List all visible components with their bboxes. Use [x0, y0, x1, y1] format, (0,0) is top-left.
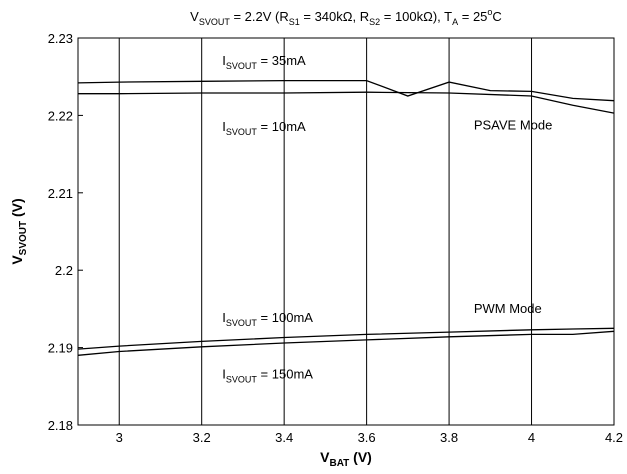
annotation-i10: ISVOUT​ = 10mA	[222, 119, 306, 137]
plot-area-frame	[77, 37, 615, 426]
y-tick-label: 2.2	[55, 263, 73, 278]
x-axis-title: VBAT​ (V)	[320, 449, 372, 469]
series-line-4	[77, 330, 615, 356]
series-line-3	[77, 327, 615, 350]
annotation-i150: ISVOUT​ = 150mA	[222, 367, 313, 385]
series-lines	[77, 79, 615, 356]
series-line-1	[77, 79, 615, 102]
y-tick-label: 2.22	[48, 108, 73, 123]
y-axis-ticks: 2.18 2.19 2.2 2.21 2.22 2.23	[48, 31, 83, 433]
x-tick-label: 3.6	[358, 430, 376, 445]
annotation-pwm: PWM Mode	[474, 301, 542, 316]
annotations: ISVOUT​ = 35mA ISVOUT​ = 10mA PSAVE Mode PW…	[222, 53, 552, 384]
x-tick-label: 3.4	[275, 430, 293, 445]
x-axis-ticks: 3 3.2 3.4 3.6 3.8 4 4.2	[116, 430, 623, 445]
annotation-psave: PSAVE Mode	[474, 117, 553, 132]
annotation-i100: ISVOUT​ = 100mA	[222, 310, 313, 328]
x-tick-label: 3	[116, 430, 123, 445]
annotation-i35: ISVOUT​ = 35mA	[222, 53, 306, 71]
x-tick-label: 3.2	[193, 430, 211, 445]
y-tick-label: 2.23	[48, 31, 73, 46]
y-tick-label: 2.18	[48, 418, 73, 433]
y-axis-title: VSVOUT​ (V)	[9, 198, 29, 264]
grid-lines	[118, 38, 615, 425]
y-tick-label: 2.19	[48, 341, 73, 356]
chart-title: VSVOUT​ = 2.2V (RS1​ = 340kΩ, RS2​ = 100…	[190, 7, 502, 27]
x-tick-label: 4	[528, 430, 535, 445]
x-tick-label: 4.2	[605, 430, 623, 445]
y-tick-label: 2.21	[48, 186, 73, 201]
x-tick-label: 3.8	[440, 430, 458, 445]
series-line-2	[78, 91, 615, 114]
